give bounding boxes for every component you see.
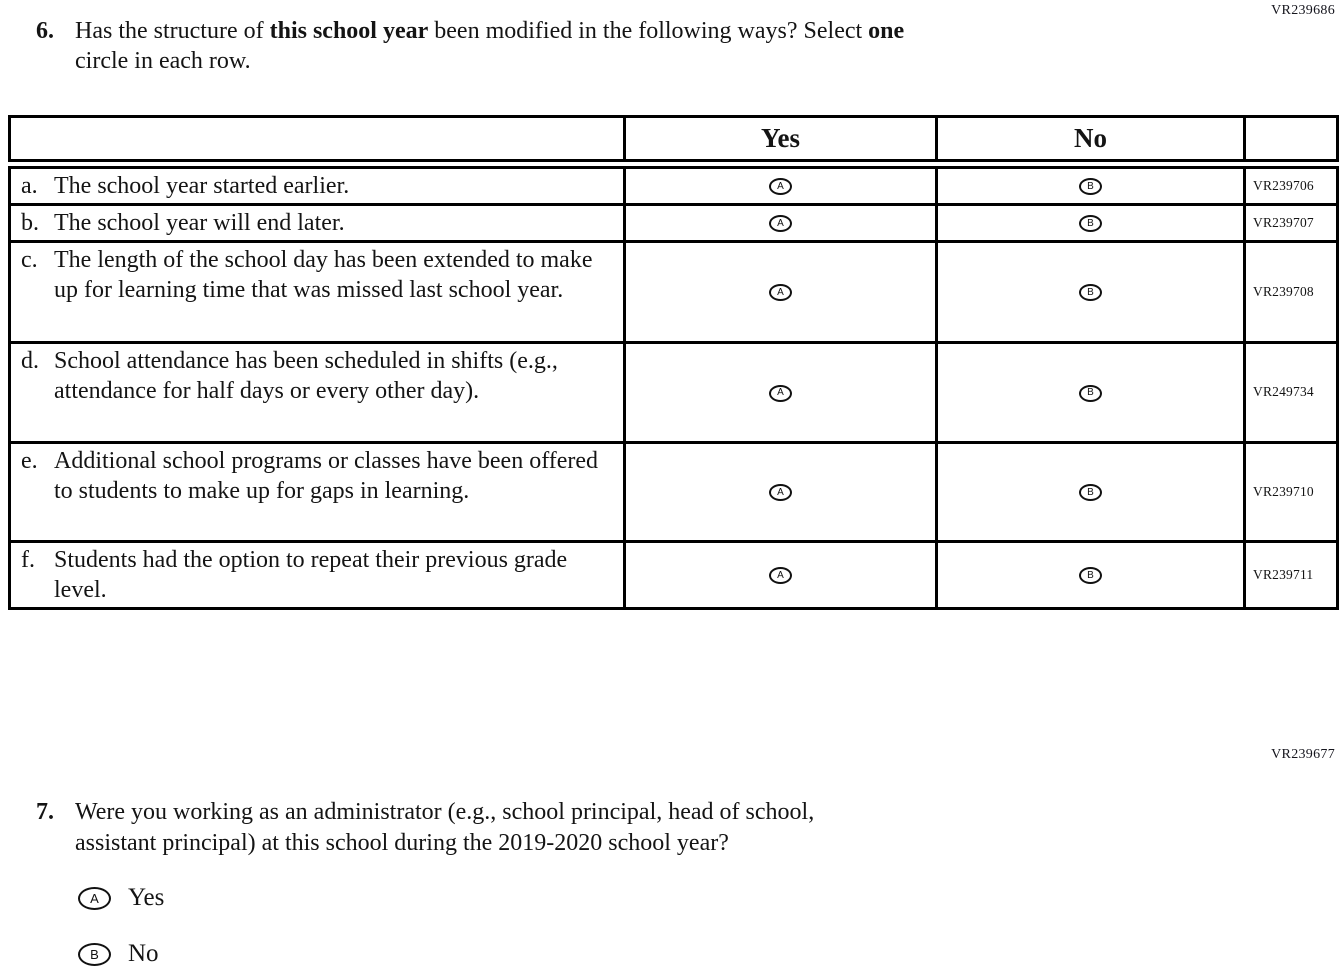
row-letter: e. [21,447,38,474]
row-statement: The school year will end later. [54,209,345,236]
option-b-letter: B [1087,387,1094,399]
row-vr-code: VR239710 [1243,440,1339,543]
statement-cell: c. The length of the school day has been… [8,239,626,344]
question-6-text-bold1: this school year [269,18,429,44]
option-yes-row: A Yes [78,884,164,912]
option-a-circle[interactable]: A [769,284,792,302]
option-no-label: No [128,940,159,967]
question-6-text-line2: circle in each row. [75,48,251,74]
option-b-letter: B [1087,486,1094,498]
no-cell: B [935,539,1246,610]
row-vr-code: VR239708 [1243,239,1339,344]
option-a-letter: A [777,217,784,229]
table-row-f: f. Students had the option to repeat the… [8,539,1339,610]
option-a-circle[interactable]: A [769,484,792,502]
row-letter: b. [21,209,39,236]
question-6: 6. Has the structure of this school year… [36,16,1216,76]
option-a-letter: A [777,180,784,192]
row-vr-code: VR239711 [1243,539,1339,610]
row-statement: The length of the school day has been ex… [54,246,593,303]
table-row-c: c. The length of the school day has been… [8,239,1339,344]
option-a-circle[interactable]: A [769,567,792,585]
option-a-circle[interactable]: A [78,886,111,910]
question-6-text-mid: been modified in the following ways? Sel… [428,18,869,44]
row-vr-code: VR239706 [1243,162,1339,206]
option-b-letter: B [1087,217,1094,229]
row-statement: The school year started earlier. [54,172,350,199]
table-header-row: Yes No [8,115,1339,169]
row-vr-code: VR239707 [1243,202,1339,243]
row-letter: a. [21,172,38,199]
question-6-number: 6. [36,18,54,44]
table-row-d: d. School attendance has been scheduled … [8,340,1339,444]
option-a-circle[interactable]: A [769,215,792,233]
option-a-letter: A [90,890,99,906]
option-b-circle[interactable]: B [1079,178,1102,196]
table-row-a: a. The school year started earlier. A B … [8,162,1339,206]
no-cell: B [935,202,1246,243]
option-a-letter: A [777,387,784,399]
statement-cell: f. Students had the option to repeat the… [8,539,626,610]
row-letter: d. [21,347,39,374]
option-a-circle[interactable]: A [769,178,792,196]
statement-cell: a. The school year started earlier. [8,162,626,206]
no-cell: B [935,440,1246,543]
option-a-letter: A [777,486,784,498]
question-7-number: 7. [36,799,54,825]
yes-column-header: Yes [623,115,938,169]
option-b-letter: B [90,946,99,962]
option-a-letter: A [777,569,784,581]
row-vr-code: VR249734 [1243,340,1339,444]
no-cell: B [935,340,1246,444]
option-b-circle[interactable]: B [1079,484,1102,502]
question-7-text-line2: assistant principal) at this school duri… [75,830,729,856]
option-b-letter: B [1087,569,1094,581]
no-cell: B [935,162,1246,206]
no-cell: B [935,239,1246,344]
question-7-text-line1: Were you working as an administrator (e.… [75,799,815,825]
table-row-e: e. Additional school programs or classes… [8,440,1339,543]
statement-cell: b. The school year will end later. [8,202,626,243]
question-6-matrix-table: Yes No a. The school year started earlie… [8,115,1339,610]
row-letter: c. [21,246,38,273]
yes-cell: A [623,202,938,243]
row-statement: Additional school programs or classes ha… [54,447,599,504]
yes-cell: A [623,539,938,610]
option-b-circle[interactable]: B [1079,384,1102,402]
yes-cell: A [623,162,938,206]
yes-cell: A [623,239,938,344]
question-6-text: Has the structure of this school year be… [75,16,904,76]
option-a-letter: A [777,286,784,298]
option-b-circle[interactable]: B [78,942,111,966]
row-statement: Students had the option to repeat their … [54,546,568,603]
section-code-q7: VR239677 [1271,747,1335,762]
option-yes-label: Yes [128,884,165,911]
row-letter: f. [21,546,35,573]
statement-column-header [8,115,626,169]
option-b-circle[interactable]: B [1079,215,1102,233]
question-6-text-pre: Has the structure of [75,18,270,44]
yes-cell: A [623,440,938,543]
option-b-letter: B [1087,180,1094,192]
option-b-circle[interactable]: B [1079,567,1102,585]
question-7: 7. Were you working as an administrator … [36,797,1216,859]
row-statement: School attendance has been scheduled in … [54,347,558,404]
option-a-circle[interactable]: A [769,384,792,402]
option-no-row: B No [78,940,164,968]
table-row-b: b. The school year will end later. A B V… [8,202,1339,243]
section-code-q6: VR239686 [1271,3,1335,18]
option-b-letter: B [1087,286,1094,298]
code-column-header [1243,115,1339,169]
question-6-text-bold2: one [868,18,905,44]
statement-cell: e. Additional school programs or classes… [8,440,626,543]
question-7-options: A Yes B No [78,884,164,977]
question-7-text: Were you working as an administrator (e.… [75,797,814,859]
yes-cell: A [623,340,938,444]
no-column-header: No [935,115,1246,169]
option-b-circle[interactable]: B [1079,284,1102,302]
statement-cell: d. School attendance has been scheduled … [8,340,626,444]
